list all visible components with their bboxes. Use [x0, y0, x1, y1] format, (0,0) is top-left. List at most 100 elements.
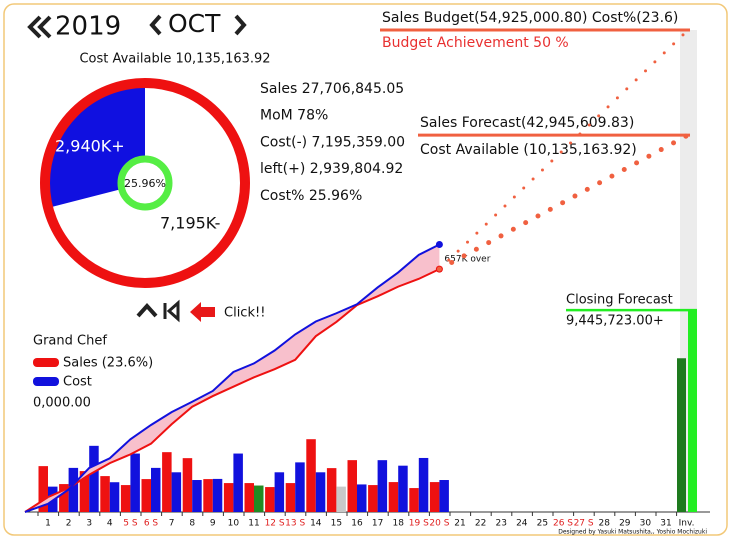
cost-bar — [151, 467, 161, 512]
x-tick-label: 18 — [392, 519, 404, 529]
cost-bar — [377, 460, 388, 512]
sales-bar — [409, 488, 419, 512]
x-tick-label: 29 — [619, 519, 631, 529]
sales-bar — [347, 460, 357, 512]
x-tick-label: 30 — [640, 519, 652, 529]
x-tick-label: 26 S — [553, 519, 573, 529]
sales-bar — [265, 487, 275, 512]
x-tick-label: 27 S — [574, 519, 594, 529]
x-tick-label: 20 S — [429, 519, 449, 529]
stat: Cost% 25.96% — [260, 188, 362, 204]
pie-center-label: 25.96% — [124, 177, 166, 190]
x-tick-label: 17 — [372, 519, 383, 529]
cost-bar — [274, 472, 285, 512]
line-start — [24, 496, 49, 513]
closing-cost-bar — [677, 358, 686, 512]
forecast-projection — [436, 132, 691, 272]
pie-label: 2,940K+ — [55, 137, 125, 156]
cost-bar — [398, 465, 408, 512]
sales-bar — [182, 458, 193, 512]
x-tick-label: 15 — [331, 519, 342, 529]
stat: Sales 27,706,845.05 — [260, 81, 404, 97]
x-tick-label: 19 S — [409, 519, 429, 529]
toggle-button[interactable] — [163, 299, 180, 323]
cost-bar — [254, 485, 264, 512]
chart-layer: 25.96% 2,940K+ 7,195K- Sales 27,706,845.05 M… — [24, 10, 710, 536]
pie-ring — [40, 78, 250, 288]
x-tick-label: Inv. — [679, 519, 695, 529]
sales-bar — [429, 482, 440, 512]
x-tick-label: 24 — [516, 519, 528, 529]
forecast-cost-available: Cost Available (10,135,163.92) — [420, 142, 637, 158]
sales-bar — [162, 452, 172, 512]
cost-bar — [109, 482, 120, 512]
budget-projection — [437, 28, 690, 271]
up-button[interactable] — [136, 303, 158, 318]
legend-total: 0,000.00 — [33, 396, 91, 411]
click-arrow — [190, 302, 215, 322]
x-tick-label: 3 — [86, 519, 92, 529]
sales-bar — [306, 439, 316, 512]
legend-swatch — [33, 377, 59, 386]
cost-cumulative-line — [47, 243, 440, 505]
stat: left(+) 2,939,804.92 — [260, 161, 403, 177]
click-label[interactable]: Click!! — [224, 306, 265, 321]
cost-bar — [336, 486, 346, 512]
cost-bar — [171, 472, 182, 512]
x-tick-label: 10 — [228, 519, 240, 529]
stat: MoM 78% — [260, 108, 328, 124]
x-tick-label: 8 — [189, 519, 195, 529]
sales-bar — [223, 483, 234, 512]
cost-bar — [212, 478, 223, 512]
cost-bar — [233, 453, 243, 512]
cost-bar — [418, 457, 429, 512]
gap-area — [25, 244, 440, 512]
x-tick-label: 4 — [107, 519, 113, 529]
x-tick-label: 21 — [454, 519, 465, 529]
cost-bar — [357, 484, 367, 512]
budget-achievement: Budget Achievement 50 % — [382, 35, 569, 51]
sales-bar — [120, 485, 131, 512]
x-tick-label: 13 S — [285, 519, 305, 529]
legend-title: Grand Chef — [33, 334, 107, 349]
closing-label: Closing Forecast — [566, 293, 673, 308]
x-tick-label: 11 — [248, 519, 259, 529]
closing-value: 9,445,723.00+ — [566, 314, 664, 329]
cost-bar — [68, 467, 79, 512]
month: OCT — [168, 9, 221, 38]
sales-bar — [79, 471, 90, 512]
closing-forecast-bar — [688, 310, 697, 512]
sales-bar — [141, 479, 151, 512]
sales-bar — [388, 482, 399, 512]
sales-bar — [368, 485, 378, 512]
cost-bar — [295, 462, 305, 512]
prev-year-button[interactable] — [27, 15, 52, 39]
sales-bar — [244, 483, 254, 512]
legend-label: Cost — [63, 375, 92, 390]
x-tick-label: 6 S — [144, 519, 159, 529]
pie-center — [117, 155, 173, 211]
x-tick-label: 9 — [210, 519, 216, 529]
over-label: 657K over — [444, 255, 490, 265]
year: 2019 — [55, 12, 121, 42]
line-start — [24, 502, 49, 513]
credit: Designed by Yasuki Matsushita,, Yoshio M… — [558, 529, 707, 536]
sales-bar — [38, 466, 48, 512]
x-tick-label: 31 — [660, 519, 671, 529]
sales-bar — [59, 484, 69, 512]
next-month-button[interactable] — [234, 14, 247, 36]
x-tick-label: 16 — [351, 519, 363, 529]
prev-month-button[interactable] — [149, 14, 162, 36]
cost-bar — [130, 453, 140, 512]
x-tick-label: 2 — [66, 519, 72, 529]
legend-label: Sales (23.6%) — [63, 356, 153, 371]
x-tick-label: 7 — [169, 519, 175, 529]
x-tick-label: 25 — [537, 519, 548, 529]
x-tick-label: 1 — [45, 519, 51, 529]
forecast-label: Sales Forecast(42,945,609.83) — [420, 115, 634, 131]
x-tick-label: 14 — [310, 519, 322, 529]
x-tick-label: 23 — [495, 519, 506, 529]
cost-end-dot — [435, 241, 443, 249]
budget-label: Sales Budget(54,925,000.80) Cost%(23.6) — [382, 10, 678, 26]
